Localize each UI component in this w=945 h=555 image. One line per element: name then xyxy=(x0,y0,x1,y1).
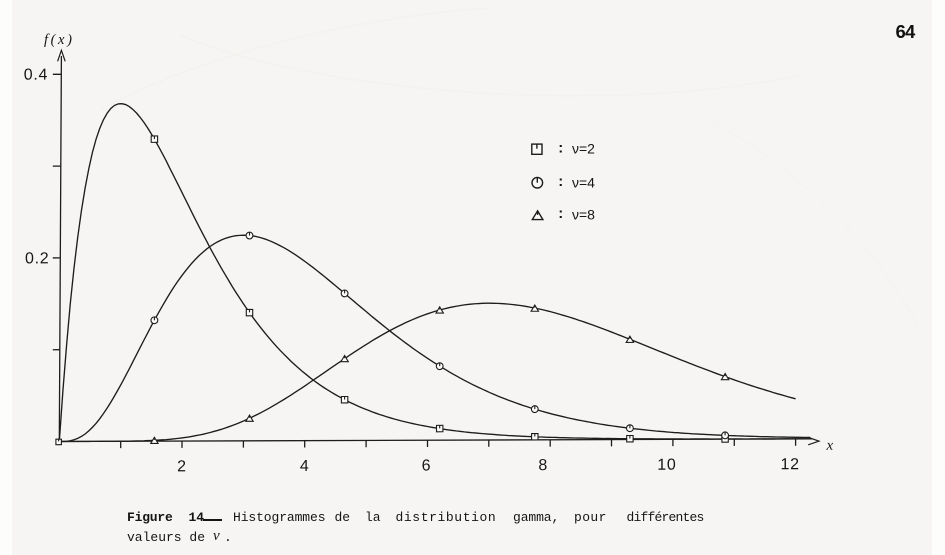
svg-text:ν=8: ν=8 xyxy=(572,207,595,223)
svg-text:10: 10 xyxy=(657,457,676,474)
svg-text::: : xyxy=(558,205,563,222)
svg-text:8: 8 xyxy=(538,457,548,474)
svg-text:2: 2 xyxy=(177,458,187,475)
svg-text:0.2: 0.2 xyxy=(25,250,49,267)
svg-text:6: 6 xyxy=(422,457,432,474)
svg-text:x: x xyxy=(826,438,834,454)
svg-text:ν=2: ν=2 xyxy=(572,140,595,156)
svg-text::: : xyxy=(558,139,563,156)
svg-text:f(x): f(x) xyxy=(44,32,75,48)
svg-text:4: 4 xyxy=(300,458,310,475)
svg-text::: : xyxy=(558,173,563,190)
svg-text:0.4: 0.4 xyxy=(24,67,48,84)
svg-text:ν=4: ν=4 xyxy=(572,174,595,190)
svg-text:12: 12 xyxy=(780,456,799,473)
